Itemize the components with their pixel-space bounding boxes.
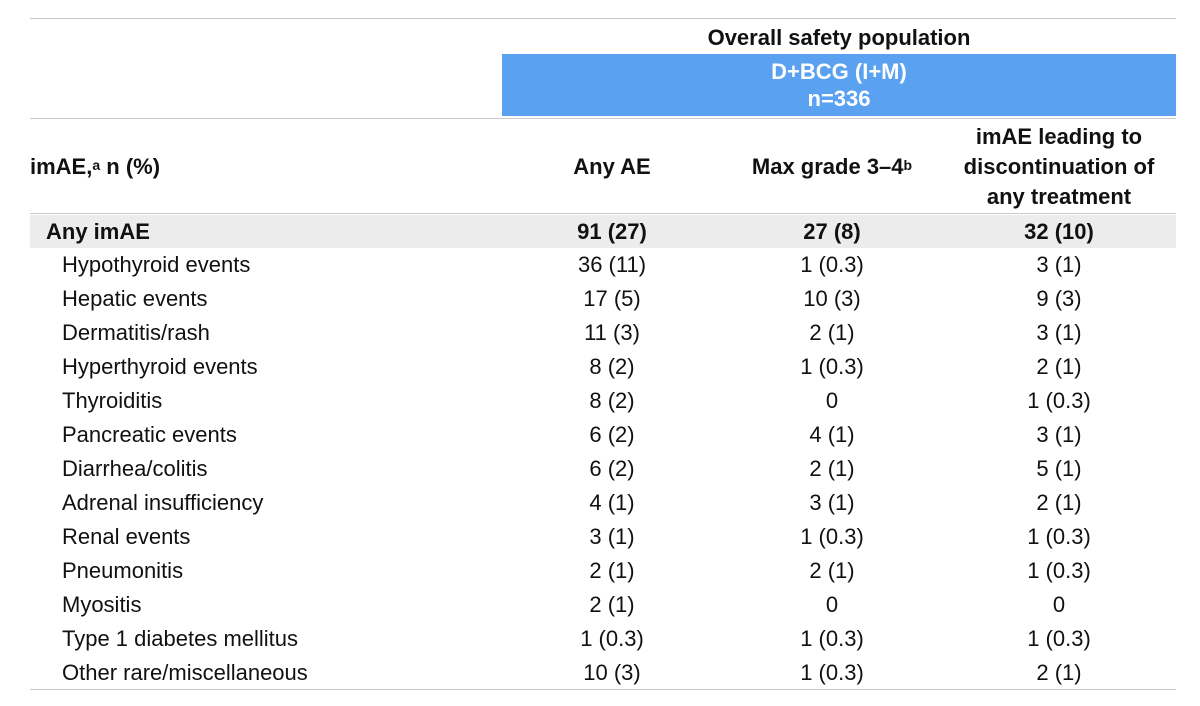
row-discontinuation: 1 (0.3) bbox=[1027, 388, 1091, 413]
table-body: Any imAE 91 (27) 27 (8) 32 (10) Hypothyr… bbox=[30, 215, 1176, 690]
row-label: Renal events bbox=[62, 524, 191, 549]
table-row: Hypothyroid events 36 (11) 1 (0.3) 3 (1) bbox=[30, 248, 1176, 282]
row-any-ae: 4 (1) bbox=[589, 490, 635, 515]
total-discontinuation: 32 (10) bbox=[1024, 219, 1094, 244]
col-discontinuation-line2: discontinuation of bbox=[963, 153, 1155, 179]
row-any-ae: 8 (2) bbox=[589, 354, 635, 379]
row-header: imAE, a n (%) bbox=[30, 120, 470, 213]
row-any-ae: 3 (1) bbox=[589, 524, 635, 549]
row-label: Myositis bbox=[62, 592, 142, 617]
table-row: Other rare/miscellaneous 10 (3) 1 (0.3) 2 (… bbox=[30, 656, 1176, 690]
row-max-grade: 1 (0.3) bbox=[800, 660, 864, 685]
row-discontinuation: 0 bbox=[1052, 592, 1066, 617]
row-max-grade: 2 (1) bbox=[809, 320, 855, 345]
table-row: Pancreatic events 6 (2) 4 (1) 3 (1) bbox=[30, 418, 1176, 452]
row-max-grade: 1 (0.3) bbox=[800, 252, 864, 277]
table-row: Renal events 3 (1) 1 (0.3) 1 (0.3) bbox=[30, 520, 1176, 554]
row-any-ae: 17 (5) bbox=[583, 286, 641, 311]
row-label: Hepatic events bbox=[62, 286, 208, 311]
row-discontinuation: 1 (0.3) bbox=[1027, 626, 1091, 651]
row-max-grade: 1 (0.3) bbox=[800, 626, 864, 651]
col-discontinuation: imAE leading to discontinuation of any t… bbox=[942, 120, 1176, 213]
row-label: Diarrhea/colitis bbox=[62, 456, 208, 481]
total-max-grade: 27 (8) bbox=[803, 219, 861, 244]
row-max-grade: 1 (0.3) bbox=[800, 524, 864, 549]
table-row: Dermatitis/rash 11 (3) 2 (1) 3 (1) bbox=[30, 316, 1176, 350]
row-any-ae: 10 (3) bbox=[583, 660, 641, 685]
table-row: Myositis 2 (1) 0 0 bbox=[30, 588, 1176, 622]
top-rule bbox=[30, 18, 1176, 19]
row-discontinuation: 5 (1) bbox=[1036, 456, 1082, 481]
total-row: Any imAE 91 (27) 27 (8) 32 (10) bbox=[30, 215, 1176, 248]
total-label: Any imAE bbox=[46, 219, 150, 244]
row-discontinuation: 2 (1) bbox=[1036, 354, 1082, 379]
row-any-ae: 6 (2) bbox=[589, 456, 635, 481]
header-rule bbox=[30, 118, 1176, 119]
row-any-ae: 1 (0.3) bbox=[580, 626, 644, 651]
row-discontinuation: 1 (0.3) bbox=[1027, 558, 1091, 583]
row-label: Other rare/miscellaneous bbox=[62, 660, 308, 685]
row-label: Hyperthyroid events bbox=[62, 354, 258, 379]
table-row: Type 1 diabetes mellitus 1 (0.3) 1 (0.3) 1 … bbox=[30, 622, 1176, 656]
row-any-ae: 11 (3) bbox=[584, 320, 640, 345]
table-row: Thyroiditis 8 (2) 0 1 (0.3) bbox=[30, 384, 1176, 418]
col-max-grade-footnote: b bbox=[903, 156, 913, 173]
col-max-grade: Max grade 3–4 b bbox=[722, 120, 942, 213]
row-discontinuation: 9 (3) bbox=[1036, 286, 1082, 311]
col-discontinuation-line3: any treatment bbox=[986, 183, 1132, 209]
row-label: Thyroiditis bbox=[62, 388, 163, 413]
row-max-grade: 2 (1) bbox=[809, 456, 855, 481]
row-label: Pancreatic events bbox=[62, 422, 237, 447]
row-max-grade: 2 (1) bbox=[809, 558, 855, 583]
row-header-text: imAE, bbox=[30, 153, 93, 179]
group-title: Overall safety population bbox=[707, 25, 971, 50]
row-any-ae: 2 (1) bbox=[589, 558, 635, 583]
row-max-grade: 4 (1) bbox=[809, 422, 855, 447]
imae-table: Overall safety population D+BCG (I+M) n=… bbox=[30, 0, 1176, 706]
row-label: Hypothyroid events bbox=[62, 252, 251, 277]
col-any-ae: Any AE bbox=[502, 120, 722, 213]
row-discontinuation: 1 (0.3) bbox=[1027, 524, 1091, 549]
row-any-ae: 2 (1) bbox=[589, 592, 635, 617]
row-any-ae: 8 (2) bbox=[589, 388, 635, 413]
row-header-footnote: a bbox=[92, 156, 101, 173]
total-any-ae: 91 (27) bbox=[577, 219, 647, 244]
row-label: Type 1 diabetes mellitus bbox=[62, 626, 299, 651]
bottom-rule bbox=[30, 689, 1176, 690]
column-header-rule bbox=[30, 213, 1176, 214]
row-label: Pneumonitis bbox=[62, 558, 184, 583]
arm-n: n=336 bbox=[807, 86, 871, 111]
row-max-grade: 1 (0.3) bbox=[800, 354, 864, 379]
table-row: Diarrhea/colitis 6 (2) 2 (1) 5 (1) bbox=[30, 452, 1176, 486]
row-discontinuation: 3 (1) bbox=[1036, 320, 1082, 345]
table-row: Adrenal insufficiency 4 (1) 3 (1) 2 (1) bbox=[30, 486, 1176, 520]
row-discontinuation: 2 (1) bbox=[1036, 660, 1082, 685]
table-row: Hyperthyroid events 8 (2) 1 (0.3) 2 (1) bbox=[30, 350, 1176, 384]
row-any-ae: 36 (11) bbox=[577, 252, 647, 277]
col-discontinuation-line1: imAE leading to bbox=[975, 123, 1143, 149]
row-discontinuation: 3 (1) bbox=[1036, 422, 1082, 447]
table-row: Pneumonitis 2 (1) 2 (1) 1 (0.3) bbox=[30, 554, 1176, 588]
row-max-grade: 0 bbox=[825, 388, 839, 413]
arm-band: D+BCG (I+M) n=336 bbox=[502, 54, 1176, 116]
col-any-ae-label: Any AE bbox=[573, 153, 651, 179]
arm-label: D+BCG (I+M) bbox=[771, 59, 907, 84]
row-discontinuation: 2 (1) bbox=[1036, 490, 1082, 515]
row-any-ae: 6 (2) bbox=[589, 422, 635, 447]
sub-rows: Hypothyroid events 36 (11) 1 (0.3) 3 (1) Hep… bbox=[30, 248, 1176, 690]
row-max-grade: 0 bbox=[825, 592, 839, 617]
row-header-tail: n (%) bbox=[100, 153, 161, 179]
row-label: Adrenal insufficiency bbox=[62, 490, 264, 515]
row-max-grade: 3 (1) bbox=[809, 490, 855, 515]
row-label: Dermatitis/rash bbox=[62, 320, 210, 345]
col-max-grade-label: Max grade 3–4 bbox=[751, 153, 904, 179]
row-discontinuation: 3 (1) bbox=[1036, 252, 1082, 277]
table-row: Hepatic events 17 (5) 10 (3) 9 (3) bbox=[30, 282, 1176, 316]
row-max-grade: 10 (3) bbox=[803, 286, 861, 311]
